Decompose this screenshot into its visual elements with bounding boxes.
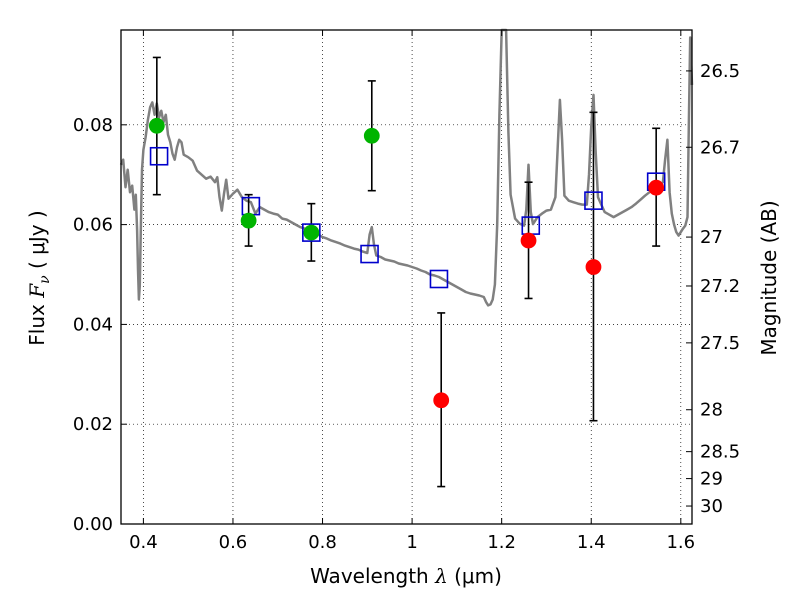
x-tick-label: 0.6 [219, 532, 248, 553]
detection-point-green [148, 117, 165, 134]
x-tick-label: 1 [406, 532, 417, 553]
y-tick-label: 0.06 [73, 215, 113, 236]
y-tick-label: 0.04 [73, 314, 113, 335]
y-tick-label: 0.00 [73, 514, 113, 535]
detection-point-green [303, 224, 320, 241]
detection-point-green [240, 212, 257, 229]
model-sed-spectrum [119, 28, 694, 307]
detection-point-red [585, 259, 602, 275]
grid-lines [121, 30, 692, 525]
y2-tick-label: 27.5 [700, 333, 740, 354]
x-tick-label: 1.4 [577, 532, 606, 553]
y-axis-title: Flux Fν ( μJy ) [25, 210, 53, 345]
x-tick-label: 0.4 [129, 532, 158, 553]
model-flux-square [429, 269, 449, 289]
y2-tick-label: 26.7 [700, 137, 740, 158]
y2-tick-label: 27.2 [700, 276, 740, 297]
y2-tick-label: 29 [700, 469, 723, 490]
x-tick-label: 1.6 [666, 532, 695, 553]
photometry-points [148, 56, 666, 488]
model-flux-square [302, 223, 321, 242]
axis-ticks: 0.4 0.6 0.8 1 1.2 1.4 1.6 0.00 0.02 0.04 0.06 0.08 2… [73, 30, 740, 553]
sed-line [119, 28, 694, 307]
x-tick-label: 1.2 [487, 532, 516, 553]
detection-point-red [433, 392, 450, 409]
y2-tick-label: 30 [700, 496, 723, 517]
y2-tick-label: 28 [700, 400, 723, 421]
y2-tick-label: 26.5 [700, 61, 740, 82]
y2-tick-label: 28.5 [700, 442, 740, 463]
detection-point-red [648, 179, 665, 196]
model-flux-square [149, 146, 169, 166]
model-flux-square [360, 244, 379, 264]
y-tick-label: 0.08 [73, 115, 113, 136]
model-flux-square [584, 191, 603, 210]
y2-axis-title: Magnitude (AB) [757, 200, 781, 355]
x-axis-title: Wavelength λ (μm) [310, 564, 502, 588]
detection-point-green [363, 127, 380, 144]
y-tick-label: 0.02 [73, 414, 113, 435]
plot-frame [120, 29, 693, 525]
detection-point-red [520, 232, 537, 249]
x-tick-label: 0.8 [308, 532, 337, 553]
y2-tick-label: 27 [700, 227, 723, 248]
